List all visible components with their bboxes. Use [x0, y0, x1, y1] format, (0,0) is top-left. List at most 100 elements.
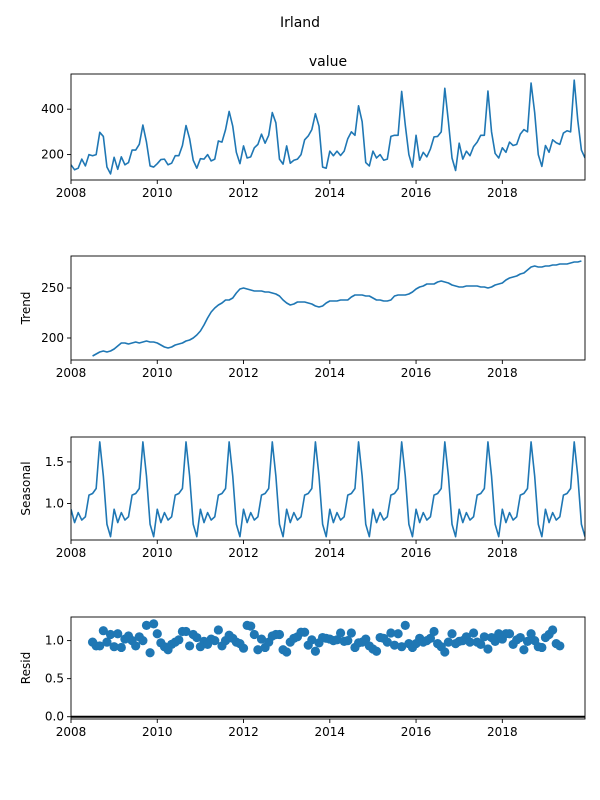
x-tick-label: 2008 — [56, 186, 87, 200]
resid-point — [443, 637, 454, 647]
resid-point — [109, 642, 119, 652]
resid-point — [555, 641, 565, 651]
x-tick-label: 2016 — [401, 186, 432, 200]
resid-point — [138, 635, 148, 646]
resid-point — [504, 629, 515, 639]
resid-point — [210, 635, 220, 646]
x-tick-label: 2008 — [56, 366, 87, 380]
resid-point — [95, 641, 105, 651]
x-tick-label: 2010 — [142, 725, 173, 739]
x-tick-label: 2010 — [142, 546, 173, 560]
x-tick-label: 2014 — [315, 366, 346, 380]
y-tick-label: 1.0 — [45, 634, 64, 648]
resid-point — [397, 642, 407, 652]
x-tick-label: 2008 — [56, 725, 87, 739]
figure-title: Irland — [280, 15, 320, 31]
x-tick-label: 2016 — [401, 725, 432, 739]
resid-point — [343, 635, 353, 646]
resid-point — [185, 641, 195, 651]
y-tick-label: 400 — [41, 102, 64, 116]
axes-frame — [70, 436, 586, 541]
x-tick-label: 2010 — [142, 186, 173, 200]
resid-point — [515, 632, 525, 643]
panel-4-data — [71, 619, 585, 718]
panel-4: 2008 2010 2012 2014 2016 2018 0.0 0.5 1.0 Resid — [19, 616, 586, 739]
resid-point — [131, 641, 141, 651]
resid-point — [483, 644, 493, 654]
x-tick-label: 2018 — [487, 546, 518, 560]
y-tick-label: 200 — [41, 148, 64, 162]
y-axis-label: Seasonal — [19, 461, 33, 515]
series-line — [71, 441, 585, 538]
resid-point — [447, 629, 457, 639]
x-tick-label: 2012 — [228, 546, 259, 560]
panel-2: 2008 2010 2012 2014 2016 2018 200 250 Trend — [19, 255, 586, 380]
resid-point — [192, 632, 202, 643]
x-tick-label: 2016 — [401, 546, 432, 560]
resid-point — [526, 629, 536, 639]
resid-point — [440, 647, 450, 657]
resid-point — [102, 637, 112, 647]
panel-1-data — [71, 79, 585, 175]
x-tick-label: 2018 — [487, 366, 518, 380]
x-tick-label: 2014 — [315, 186, 346, 200]
resid-point — [361, 634, 371, 644]
resid-point — [548, 625, 558, 635]
resid-point — [149, 619, 159, 629]
axes-frame — [70, 616, 586, 720]
resid-point — [386, 628, 396, 638]
resid-point — [425, 633, 436, 643]
series-line — [92, 260, 582, 357]
resid-point — [116, 642, 126, 653]
resid-point — [213, 625, 223, 635]
resid-point — [429, 626, 439, 637]
resid-point — [98, 626, 108, 636]
panel-2-data — [92, 260, 582, 357]
panel-3-data — [71, 441, 585, 538]
resid-point — [152, 629, 162, 639]
resid-point — [181, 626, 191, 637]
x-tick-label: 2014 — [315, 546, 346, 560]
resid-point — [468, 628, 479, 638]
resid-point — [274, 629, 285, 640]
series-line — [71, 79, 585, 175]
resid-point — [256, 634, 267, 644]
x-tick-label: 2012 — [228, 186, 259, 200]
resid-point — [476, 639, 486, 650]
x-tick-label: 2012 — [228, 366, 259, 380]
resid-point — [141, 620, 152, 630]
y-axis-label: Resid — [19, 652, 33, 684]
axes-frame — [70, 255, 586, 361]
resid-point — [465, 637, 475, 647]
resid-point — [382, 637, 392, 647]
y-tick-label: 200 — [41, 331, 64, 345]
resid-point — [519, 645, 529, 655]
resid-point — [479, 632, 489, 642]
resid-point — [346, 628, 356, 638]
x-tick-label: 2018 — [487, 186, 518, 200]
resid-point — [393, 629, 403, 639]
resid-point — [335, 628, 346, 638]
panel-3: 2008 2010 2012 2014 2016 2018 1.0 1.5 Seasonal — [19, 436, 586, 560]
x-tick-label: 2014 — [315, 725, 346, 739]
resid-point — [105, 629, 116, 640]
resid-point — [307, 635, 317, 645]
resid-point — [282, 647, 292, 657]
resid-point — [400, 620, 410, 630]
resid-point — [310, 646, 321, 656]
y-tick-label: 0.0 — [45, 710, 64, 724]
resid-point — [537, 642, 547, 653]
x-tick-label: 2018 — [487, 725, 518, 739]
resid-point — [300, 627, 310, 637]
y-tick-label: 1.5 — [45, 455, 64, 469]
resid-point — [249, 629, 259, 640]
resid-point — [371, 646, 382, 656]
resid-point — [238, 643, 249, 653]
panel-title: value — [309, 54, 347, 70]
y-tick-label: 1.0 — [45, 496, 64, 510]
axes-frame — [70, 73, 586, 181]
resid-point — [253, 645, 263, 655]
resid-point — [490, 636, 500, 646]
x-tick-label: 2012 — [228, 725, 259, 739]
